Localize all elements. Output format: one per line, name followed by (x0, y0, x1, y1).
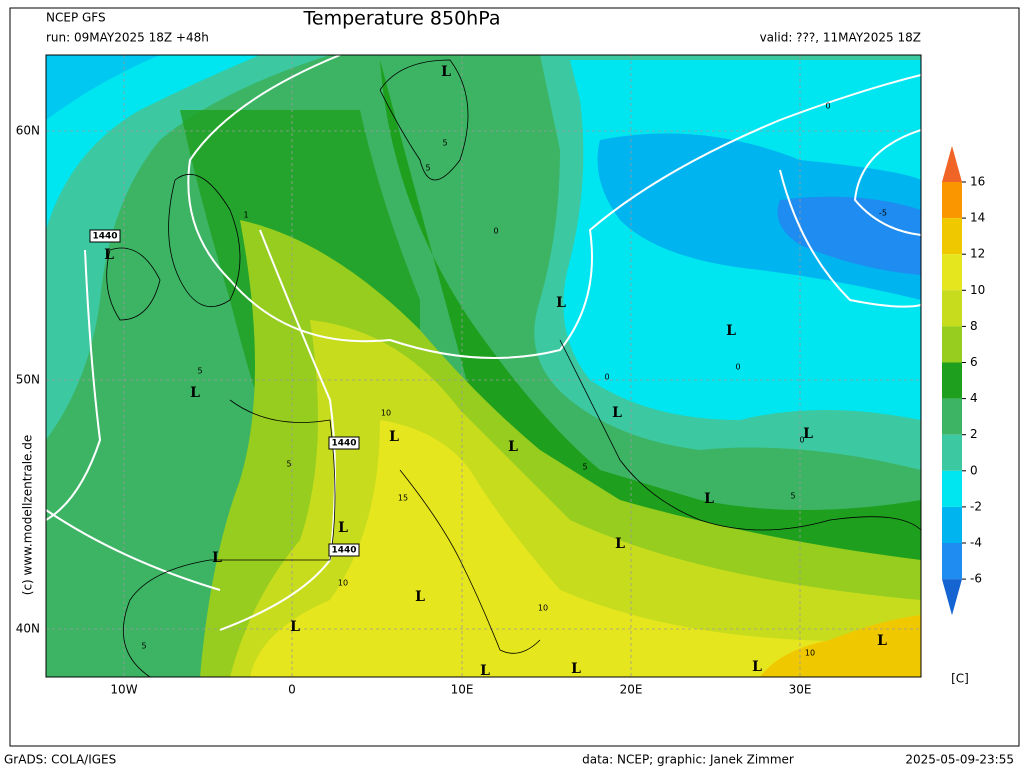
temperature-field (46, 55, 921, 677)
low-marker: L (212, 550, 222, 566)
map-border (45, 54, 922, 678)
lon-label: 0 (288, 683, 296, 697)
colorbar-label: 8 (970, 319, 978, 333)
contour-label: 0 (825, 102, 830, 111)
run: run: 09MAY2025 18Z +48h (46, 31, 209, 45)
contour-label: 0 (799, 436, 804, 445)
low-marker: L (803, 426, 813, 442)
colorbar-tip (942, 579, 962, 616)
colorbar-bin (942, 543, 962, 580)
low-marker: L (615, 536, 625, 552)
colorbar-bin (942, 398, 962, 435)
contour-label: 5 (790, 492, 795, 501)
lat-label: 40N (16, 622, 40, 636)
footer-left: GrADS: COLA/IGES (4, 753, 116, 767)
contour-label: 15 (398, 494, 408, 503)
contour-label: 0 (735, 363, 740, 372)
frame (9, 7, 1020, 747)
low-marker: L (104, 247, 114, 263)
lat-label: 60N (16, 124, 40, 138)
low-marker: L (571, 661, 581, 677)
colorbar-label: 16 (970, 175, 985, 189)
low-marker: L (612, 405, 622, 421)
contour-label: 10 (805, 649, 815, 658)
colorbar-label: 6 (970, 355, 978, 369)
colorbar-bin (942, 326, 962, 363)
low-marker: L (389, 429, 399, 445)
contour-label: 10 (381, 409, 391, 418)
contour-label: -5 (879, 209, 887, 218)
colorbar-bin (942, 218, 962, 255)
lon-label: 20E (620, 683, 643, 697)
contour-label: 10 (538, 604, 548, 613)
colorbar-bin (942, 254, 962, 291)
overlay-lines (46, 55, 921, 677)
low-marker: L (338, 520, 348, 536)
contour-label: 5 (197, 367, 202, 376)
valid: valid: ???, 11MAY2025 18Z (760, 31, 921, 45)
unit: [C] (951, 672, 969, 686)
contour-label: 5 (582, 463, 587, 472)
label-box (328, 436, 360, 450)
contour-label: 5 (425, 164, 430, 173)
low-marker: L (556, 295, 566, 311)
lat-label: 50N (16, 373, 40, 387)
colorbar-label: 12 (970, 247, 985, 261)
footer-center: data: NCEP; graphic: Janek Zimmer (582, 753, 794, 767)
height-label: 1440 (331, 439, 356, 449)
colorbar-label: 4 (970, 391, 978, 405)
colorbar-bin (942, 506, 962, 543)
lows: L L L L L L L L L L L L L L L L L L L (104, 64, 887, 679)
label-box (89, 229, 121, 243)
title: Temperature 850hPa (303, 8, 501, 30)
lon-label: 30E (789, 683, 812, 697)
height-label: 1440 (331, 546, 356, 556)
contour-label: 0 (493, 227, 498, 236)
contour-label: 0 (604, 373, 609, 382)
low-marker: L (190, 385, 200, 401)
height-label: 1440 (92, 232, 117, 242)
low-marker: L (480, 663, 490, 679)
contour-label: 5 (141, 642, 146, 651)
height-labels: 1440 1440 1440 (89, 229, 360, 557)
colorbar-label: -6 (970, 572, 982, 586)
low-marker: L (704, 491, 714, 507)
colorbar-bin (942, 182, 962, 219)
contour-label: 10 (338, 579, 348, 588)
contour-label: 5 (286, 460, 291, 469)
low-marker: L (752, 659, 762, 675)
label-box (328, 543, 360, 557)
colorbar-label: 14 (970, 211, 985, 225)
footer-right: 2025-05-09-23:55 (905, 753, 1014, 767)
low-marker: L (508, 439, 518, 455)
colorbar-bin (942, 290, 962, 327)
colorbar-label: -4 (970, 536, 982, 550)
colorbar-label: 0 (970, 463, 978, 477)
contour-label: 5 (442, 139, 447, 148)
colorbar-label: 2 (970, 427, 978, 441)
low-marker: L (415, 589, 425, 605)
colorbar-label: -2 (970, 499, 982, 513)
colorbar: 16 14 12 10 8 6 4 2 0 -2 -4 -6 (942, 145, 985, 616)
colorbar-tip (942, 145, 962, 182)
low-marker: L (290, 619, 300, 635)
watermark: (c) www.modellzentrale.de (21, 435, 35, 595)
contour-label: 1 (243, 211, 248, 220)
colorbar-bin (942, 362, 962, 399)
colorbar-bin (942, 470, 962, 507)
low-marker: L (726, 323, 736, 339)
lon-label: 10W (110, 683, 137, 697)
low-marker: L (877, 633, 887, 649)
model: NCEP GFS (46, 11, 106, 25)
colorbar-bin (942, 434, 962, 471)
low-marker: L (441, 64, 451, 80)
contour-labels: 0 0 0 0 0 -5 5 5 5 5 5 5 5 10 10 10 10 1… (141, 102, 887, 658)
colorbar-label: 10 (970, 283, 985, 297)
lon-label: 10E (451, 683, 474, 697)
